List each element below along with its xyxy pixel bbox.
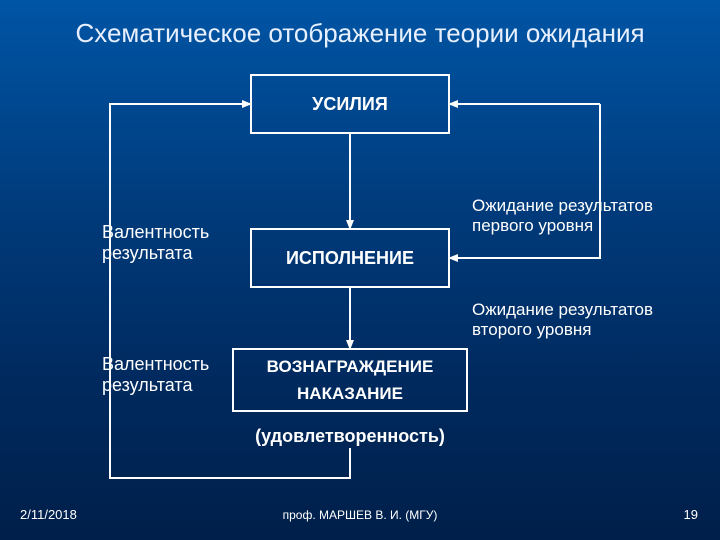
label-expect2: Ожидание результатов второго уровня bbox=[472, 300, 653, 340]
node-reward-line1: ВОЗНАГРАЖДЕНИЕ bbox=[267, 353, 434, 380]
slide-title: Схематическое отображение теории ожидани… bbox=[0, 18, 720, 49]
label-valence2: Валентность результата bbox=[102, 354, 209, 396]
node-perform-label: ИСПОЛНЕНИЕ bbox=[286, 248, 414, 269]
footer-author: проф. МАРШЕВ В. И. (МГУ) bbox=[0, 508, 720, 522]
node-reward-line2: НАКАЗАНИЕ bbox=[297, 380, 403, 407]
footer-page: 19 bbox=[684, 507, 698, 522]
label-satisfaction: (удовлетворенность) bbox=[250, 426, 450, 447]
node-reward: ВОЗНАГРАЖДЕНИЕ НАКАЗАНИЕ bbox=[232, 348, 468, 412]
label-valence1: Валентность результата bbox=[102, 222, 209, 264]
node-effort: УСИЛИЯ bbox=[250, 74, 450, 134]
node-perform: ИСПОЛНЕНИЕ bbox=[250, 228, 450, 288]
node-effort-label: УСИЛИЯ bbox=[312, 94, 388, 115]
label-expect1: Ожидание результатов первого уровня bbox=[472, 196, 653, 236]
